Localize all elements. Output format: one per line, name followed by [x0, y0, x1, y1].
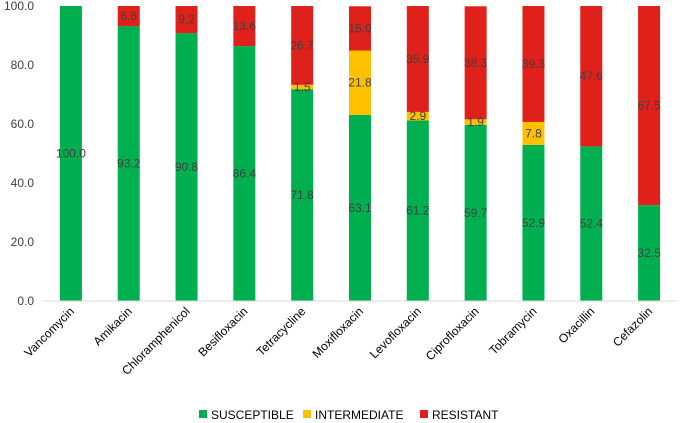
data-label-resistant: 13.6: [233, 19, 257, 33]
bar-susceptible-amikacin: [117, 26, 140, 302]
y-tick-label: 80.0: [11, 58, 35, 72]
data-label-susceptible: 59.7: [464, 206, 488, 220]
data-label-susceptible: 61.2: [406, 204, 430, 218]
bar-resistant-tetracycline: [291, 6, 314, 85]
data-label-intermediate: 7.8: [525, 126, 542, 140]
y-tick-label: 100.0: [4, 0, 34, 13]
bar-resistant-cefazolin: [638, 6, 661, 206]
bar-susceptible-vancomycin: [59, 6, 82, 301]
bar-resistant-oxacillin: [580, 6, 603, 147]
data-label-susceptible: 63.1: [348, 201, 372, 215]
data-label-resistant: 38.3: [464, 56, 488, 70]
bar-resistant-tobramycin: [522, 6, 545, 122]
category-label: Tetracycline: [254, 304, 309, 359]
legend-swatch-susceptible: [199, 410, 207, 418]
bar-resistant-besifloxacin: [233, 6, 256, 47]
bar-resistant-amikacin: [117, 6, 140, 27]
data-label-resistant: 39.3: [522, 57, 546, 71]
bar-intermediate-moxifloxacin: [349, 50, 371, 115]
data-label-susceptible: 52.4: [580, 217, 604, 231]
bar-resistant-moxifloxacin: [349, 6, 371, 51]
data-label-resistant: 15.0: [348, 21, 372, 35]
y-tick-label: 0.0: [17, 294, 34, 308]
bar-intermediate-ciprofloxacin: [464, 119, 487, 125]
category-label: Amikacin: [91, 304, 135, 348]
y-tick-label: 60.0: [11, 117, 35, 131]
data-label-resistant: 47.6: [580, 69, 604, 83]
bar-susceptible-oxacillin: [580, 146, 603, 301]
bar-intermediate-tetracycline: [291, 84, 314, 90]
data-label-susceptible: 86.4: [233, 167, 257, 181]
legend-label-intermediate: INTERMEDIATE: [315, 408, 403, 422]
legend-label-resistant: RESISTANT: [432, 408, 499, 422]
bars: [59, 6, 661, 302]
bar-susceptible-tetracycline: [291, 89, 314, 301]
data-label-susceptible: 71.8: [291, 188, 315, 202]
bar-resistant-ciprofloxacin: [464, 6, 487, 120]
bar-intermediate-tobramycin: [522, 121, 545, 145]
bar-susceptible-chloramphenicol: [175, 33, 198, 301]
data-label-susceptible: 90.8: [175, 160, 199, 174]
data-label-susceptible: 52.9: [522, 216, 546, 230]
data-label-intermediate: 1.5: [294, 80, 311, 94]
category-label: Tobramycin: [486, 304, 539, 357]
y-axis: 0.0 20.0 40.0 60.0 80.0 100.0: [4, 0, 34, 308]
bar-resistant-chloramphenicol: [175, 6, 198, 34]
category-label: Ciprofloxacin: [423, 304, 482, 363]
data-labels: 100.0 93.2 6.8 90.8 9.2 86.4 13.6 71.8 1.5 26.7 63…: [56, 9, 661, 260]
category-label: Oxacillin: [555, 304, 597, 346]
data-label-susceptible: 100.0: [56, 147, 86, 161]
data-label-intermediate: 2.9: [409, 109, 426, 123]
category-label: Levofloxacin: [367, 304, 424, 361]
y-tick-label: 40.0: [11, 176, 35, 190]
bar-susceptible-cefazolin: [638, 205, 661, 301]
category-label: Moxifloxacin: [310, 304, 367, 361]
legend: SUSCEPTIBLE INTERMEDIATE RESISTANT: [199, 408, 499, 422]
category-label: Cefazolin: [610, 304, 655, 349]
bar-resistant-levofloxacin: [406, 6, 429, 112]
category-label: Besifloxacin: [195, 304, 250, 359]
legend-swatch-resistant: [420, 410, 428, 418]
legend-label-susceptible: SUSCEPTIBLE: [211, 408, 294, 422]
bar-susceptible-ciprofloxacin: [464, 124, 487, 301]
data-label-resistant: 35.9: [406, 52, 430, 66]
legend-swatch-intermediate: [303, 410, 311, 418]
bar-susceptible-moxifloxacin: [349, 114, 371, 301]
bar-susceptible-besifloxacin: [233, 46, 256, 302]
bar-susceptible-tobramycin: [522, 144, 545, 301]
data-label-susceptible: 32.5: [637, 246, 661, 260]
category-label: Vancomycin: [22, 304, 77, 359]
bar-intermediate-levofloxacin: [406, 111, 429, 121]
data-label-intermediate: 21.8: [348, 76, 372, 90]
data-label-resistant: 9.2: [178, 13, 195, 27]
data-label-resistant: 67.5: [637, 99, 661, 113]
data-label-susceptible: 93.2: [117, 157, 141, 171]
y-tick-label: 20.0: [11, 235, 35, 249]
bar-susceptible-levofloxacin: [406, 120, 429, 302]
data-label-intermediate: 1.9: [467, 115, 484, 129]
data-label-resistant: 6.8: [120, 9, 137, 23]
data-label-resistant: 26.7: [291, 38, 315, 52]
